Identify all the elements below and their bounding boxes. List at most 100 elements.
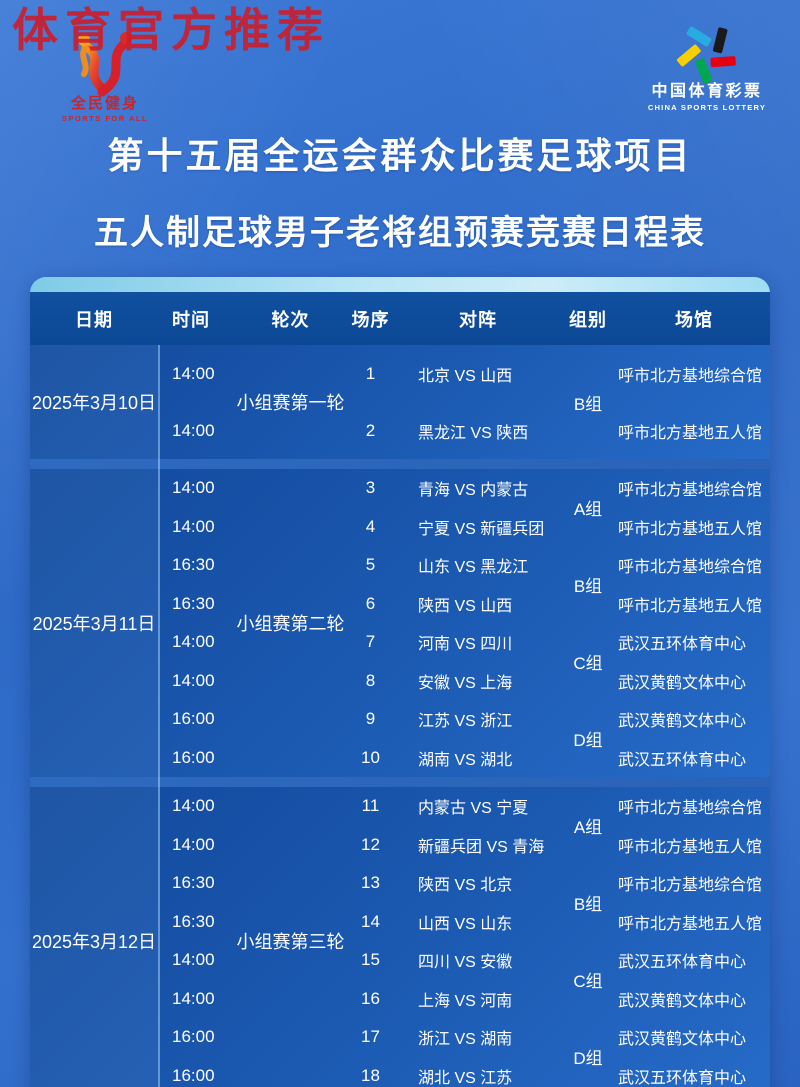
match-number-cell: 13	[361, 873, 380, 893]
schedule-card: 日期 时间 轮次 场序 对阵 组别 场馆 2025年3月10日 小组赛第一轮 14:…	[30, 277, 770, 1087]
group-cell: B组	[573, 577, 603, 596]
match-number-cell: 5	[365, 555, 376, 575]
sports-for-all-label: 全民健身	[70, 94, 139, 112]
column-header-matchup: 对阵	[459, 309, 497, 330]
matchup-cell: 宁夏 VS 新疆兵团	[418, 520, 545, 538]
date-block: 2025年3月11日 小组赛第二轮 14:00 3 青海 VS 内蒙古 呼市北方基地综合馆…	[30, 469, 770, 777]
poster-titles: 第十五届全运会群众比赛足球项目 五人制足球男子老将组预赛竞赛日程表	[0, 127, 800, 254]
column-header-match-number: 场序	[351, 309, 390, 330]
venue-cell: 呼市北方基地综合馆	[618, 482, 763, 500]
date-block: 2025年3月12日 小组赛第三轮 14:00 11 内蒙古 VS 宁夏 呼市北方基地综合…	[30, 787, 770, 1087]
schedule-body: 2025年3月10日 小组赛第一轮 14:00 1 北京 VS 山西 呼市北方基地综合馆 1…	[30, 345, 770, 1087]
lottery-label: 中国体育彩票	[651, 81, 762, 100]
matchup-cell: 山西 VS 山东	[418, 915, 513, 933]
venue-cell: 呼市北方基地五人馆	[618, 915, 763, 933]
date-cell: 2025年3月12日	[30, 787, 158, 1087]
round-cell: 小组赛第一轮	[236, 393, 345, 413]
time-cell: 14:00	[172, 988, 215, 1008]
lottery-pinwheel-icon: 中国体育彩票 CHINA SPORTS LOTTERY	[648, 26, 766, 112]
match-number-cell: 7	[365, 632, 376, 652]
column-header-time: 时间	[172, 309, 210, 330]
venue-cell: 呼市北方基地五人馆	[618, 838, 763, 856]
matchup-cell: 上海 VS 河南	[418, 992, 513, 1010]
time-cell: 16:30	[172, 555, 215, 575]
matchup-cell: 黑龙江 VS 陕西	[418, 424, 529, 442]
group-cell: B组	[573, 394, 603, 414]
date-block: 2025年3月10日 小组赛第一轮 14:00 1 北京 VS 山西 呼市北方基地综合馆 1…	[30, 345, 770, 459]
time-cell: 14:00	[172, 363, 215, 383]
venue-cell: 呼市北方基地五人馆	[618, 520, 763, 538]
time-cell: 16:00	[172, 709, 215, 729]
match-number-cell: 14	[361, 911, 380, 931]
match-number-cell: 1	[365, 363, 376, 383]
matchup-cell: 新疆兵团 VS 青海	[418, 838, 545, 856]
column-header-round: 轮次	[271, 309, 310, 330]
matchup-cell: 陕西 VS 北京	[418, 877, 513, 895]
block-divider	[30, 777, 770, 787]
page-subtitle: 五人制足球男子老将组预赛竞赛日程表	[94, 214, 706, 252]
venue-cell: 武汉五环体育中心	[618, 636, 747, 654]
venue-cell: 武汉黄鹤文体中心	[618, 674, 747, 692]
matchup-cell: 浙江 VS 湖南	[418, 1031, 513, 1049]
match-number-cell: 9	[365, 709, 376, 729]
group-cell: A组	[573, 818, 603, 837]
match-number-cell: 15	[361, 950, 380, 970]
time-cell: 16:30	[172, 873, 215, 893]
date-cell: 2025年3月11日	[30, 469, 158, 777]
matchup-cell: 四川 VS 安徽	[418, 954, 513, 972]
time-cell: 14:00	[172, 516, 215, 536]
lottery-subtitle: CHINA SPORTS LOTTERY	[648, 103, 766, 112]
matchup-cell: 湖北 VS 江苏	[418, 1069, 513, 1087]
round-cell: 小组赛第三轮	[236, 932, 345, 952]
venue-cell: 呼市北方基地综合馆	[618, 559, 763, 577]
venue-cell: 武汉黄鹤文体中心	[618, 713, 747, 731]
time-cell: 16:00	[172, 1065, 215, 1085]
match-number-cell: 10	[361, 747, 380, 767]
matchup-cell: 北京 VS 山西	[418, 367, 513, 385]
time-cell: 14:00	[172, 478, 215, 498]
venue-cell: 武汉五环体育中心	[618, 954, 747, 972]
venue-cell: 呼市北方基地五人馆	[618, 424, 763, 442]
column-header-group: 组别	[569, 309, 607, 330]
venue-cell: 武汉黄鹤文体中心	[618, 1031, 747, 1049]
group-cell: B组	[573, 895, 603, 914]
sports-for-all-logo: 全民健身 SPORTS FOR ALL	[44, 30, 166, 131]
time-cell: 14:00	[172, 950, 215, 970]
matchup-cell: 青海 VS 内蒙古	[418, 482, 529, 500]
time-cell: 16:00	[172, 1027, 215, 1047]
time-cell: 14:00	[172, 420, 215, 440]
group-cell: A组	[573, 500, 603, 519]
column-header-date: 日期	[75, 309, 113, 330]
match-number-cell: 4	[365, 516, 376, 536]
venue-cell: 武汉五环体育中心	[618, 751, 747, 769]
column-header-venue: 场馆	[675, 309, 713, 330]
group-cell: C组	[573, 654, 603, 673]
time-cell: 16:00	[172, 747, 215, 767]
table-header-row: 日期 时间 轮次 场序 对阵 组别 场馆	[30, 292, 770, 345]
matchup-cell: 江苏 VS 浙江	[418, 713, 513, 731]
card-top-strip	[30, 277, 770, 292]
venue-cell: 武汉黄鹤文体中心	[618, 992, 747, 1010]
china-sports-lottery-logo: 中国体育彩票 CHINA SPORTS LOTTERY	[642, 24, 772, 125]
venue-cell: 呼市北方基地综合馆	[618, 367, 763, 385]
venue-cell: 武汉五环体育中心	[618, 1069, 747, 1087]
sports-for-all-icon: 全民健身 SPORTS FOR ALL	[62, 32, 148, 123]
matchup-cell: 湖南 VS 湖北	[418, 751, 513, 769]
match-number-cell: 2	[365, 420, 376, 440]
round-cell: 小组赛第二轮	[236, 614, 345, 634]
time-cell: 14:00	[172, 670, 215, 690]
matchup-cell: 陕西 VS 山西	[418, 597, 513, 615]
group-cell: C组	[573, 972, 603, 991]
time-cell: 14:00	[172, 796, 215, 816]
match-number-cell: 18	[361, 1065, 380, 1085]
match-number-cell: 8	[365, 670, 376, 690]
time-cell: 16:30	[172, 593, 215, 613]
page-title: 第十五届全运会群众比赛足球项目	[107, 135, 693, 176]
venue-cell: 呼市北方基地五人馆	[618, 597, 763, 615]
figure-head-icon	[120, 32, 132, 44]
watermark-text: 体育官方推荐	[12, 3, 330, 57]
sports-for-all-subtitle: SPORTS FOR ALL	[62, 114, 148, 123]
time-cell: 16:30	[172, 911, 215, 931]
match-number-cell: 3	[365, 478, 376, 498]
